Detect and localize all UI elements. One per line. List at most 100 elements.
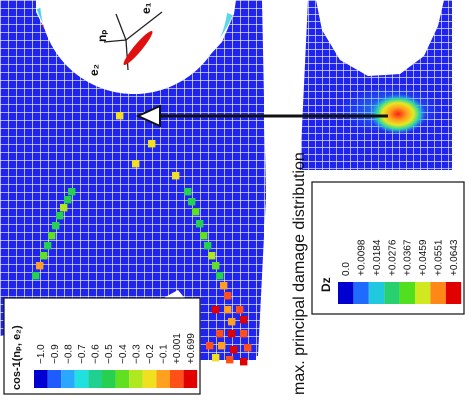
- damage-cell: [224, 292, 232, 300]
- legend-left-swatch: [129, 370, 143, 388]
- pointer-arrow: [135, 104, 388, 128]
- damage-cell: [204, 242, 212, 250]
- damage-cell: [172, 172, 180, 180]
- legend-left-labels: −1.0 −0.9 −0.8 −0.7 −0.6 −0.5 −0.4 −0.3 −0.2 −0.1…: [36, 333, 197, 364]
- damage-cell: [44, 242, 52, 250]
- legend-left-swatch: [142, 370, 157, 388]
- legend-right-value: +0.0098: [356, 239, 367, 276]
- legend-right-value: +0.0643: [449, 239, 460, 276]
- damage-cell: [64, 196, 72, 204]
- damage-cell: [148, 140, 156, 148]
- damage-cell: [206, 342, 214, 350]
- legend-right-labels: 0.0 +0.0098 +0.0184 +0.0276 +0.0367 +0.0459 +0…: [341, 239, 460, 276]
- legend-left-swatch: [61, 370, 75, 388]
- legend-left-value: −0.9: [50, 344, 61, 364]
- damage-cell: [212, 354, 220, 362]
- legend-right-swatch: [384, 282, 400, 304]
- legend-left-value: −0.7: [77, 344, 88, 364]
- damage-cell: [32, 272, 40, 280]
- legend-left-title: cos-1(nₚ, e₂): [11, 325, 23, 390]
- legend-left-value: +0.001: [172, 333, 183, 364]
- right-mesh-body: [300, 0, 452, 170]
- damage-cell: [230, 346, 238, 354]
- damage-cell: [184, 188, 192, 196]
- legend-right-value: +0.0367: [403, 239, 414, 276]
- legend-left-value: −0.5: [104, 344, 115, 364]
- figure-caption: max. principal damage distribution: [291, 152, 308, 395]
- legend-left-swatch: [183, 370, 198, 388]
- damage-cell: [36, 262, 44, 270]
- damage-cell: [240, 330, 248, 338]
- legend-left-value: −1.0: [36, 344, 47, 364]
- legend-left-swatch: [47, 370, 62, 388]
- legend-right-swatch: [445, 282, 462, 304]
- damage-cell: [224, 306, 232, 314]
- damage-cell: [68, 188, 76, 196]
- legend-right-swatch: [368, 282, 385, 304]
- left-mesh-body: [0, 0, 266, 360]
- damage-cell: [226, 356, 234, 364]
- damage-cell: [52, 222, 60, 230]
- legend-right-title: Dz: [319, 277, 333, 292]
- damage-cell: [212, 306, 220, 314]
- damage-cell: [236, 306, 244, 314]
- damage-cell: [216, 330, 224, 338]
- legend-right-value: +0.0459: [418, 239, 429, 276]
- legend-right-value: +0.0276: [387, 239, 398, 276]
- legend-left-value: −0.4: [118, 344, 129, 364]
- legend-left-swatch: [88, 370, 102, 388]
- label-np: nₚ: [95, 30, 109, 42]
- legend-left-swatches: [34, 370, 198, 388]
- damage-cell: [218, 342, 226, 350]
- damage-cell: [240, 358, 248, 366]
- damage-cell: [188, 198, 196, 206]
- damage-cell: [56, 212, 64, 220]
- damage-cell: [208, 252, 216, 260]
- damage-cell: [200, 232, 208, 240]
- label-e2: e₂: [87, 64, 101, 76]
- legend-right-swatch: [415, 282, 431, 304]
- legend-left-value: −0.8: [63, 344, 74, 364]
- legend-left-value: −0.2: [145, 344, 156, 364]
- legend-right-value: +0.0184: [372, 239, 383, 276]
- legend-right-swatches: [338, 282, 462, 304]
- legend-left-swatch: [170, 370, 184, 388]
- damage-cell: [244, 344, 252, 352]
- damage-cell: [220, 282, 228, 290]
- legend-left-swatch: [115, 370, 130, 388]
- legend-right-value: 0.0: [341, 262, 352, 276]
- legend-left-swatch: [156, 370, 170, 388]
- legend-right-swatch: [399, 282, 415, 304]
- legend-left-value: −0.1: [159, 344, 170, 364]
- legend-right-value: +0.0551: [433, 239, 444, 276]
- principal-direction-marker: [123, 30, 153, 66]
- legend-left-swatch: [74, 370, 89, 388]
- label-e1: e₁: [139, 2, 153, 14]
- legend-left-value: −0.3: [131, 344, 142, 364]
- damage-hotspot: [370, 94, 426, 134]
- damage-cell: [40, 252, 48, 260]
- damage-cell: [240, 316, 248, 324]
- legend-right: Dz 0.0 +0.0098 +0.0184 +0.0276 +0.0367 +0.045…: [311, 181, 465, 315]
- damage-cell: [196, 220, 204, 228]
- right-mesh-panel: [300, 0, 452, 170]
- damage-cell: [212, 262, 220, 270]
- damage-cell: [228, 318, 236, 326]
- legend-right-swatch: [430, 282, 446, 304]
- legend-left-swatch: [102, 370, 116, 388]
- legend-right-swatch: [338, 282, 354, 304]
- damage-cell: [192, 208, 200, 216]
- shear-band-cells: [32, 112, 252, 366]
- damage-cell: [48, 232, 56, 240]
- legend-left-value: −0.6: [91, 344, 102, 364]
- damage-cell: [216, 272, 224, 280]
- legend-left-value: +0.699: [186, 333, 197, 364]
- legend-left: cos-1(nₚ, e₂) −1.0 −0.9 −0.8 −0.7 −0.6 −0.5 −0…: [3, 297, 201, 395]
- legend-left-swatch: [34, 370, 48, 388]
- damage-cell: [60, 204, 68, 212]
- damage-cell: [228, 330, 236, 338]
- local-axes: [103, 11, 163, 71]
- damage-cell: [116, 112, 124, 120]
- legend-right-swatch: [353, 282, 369, 304]
